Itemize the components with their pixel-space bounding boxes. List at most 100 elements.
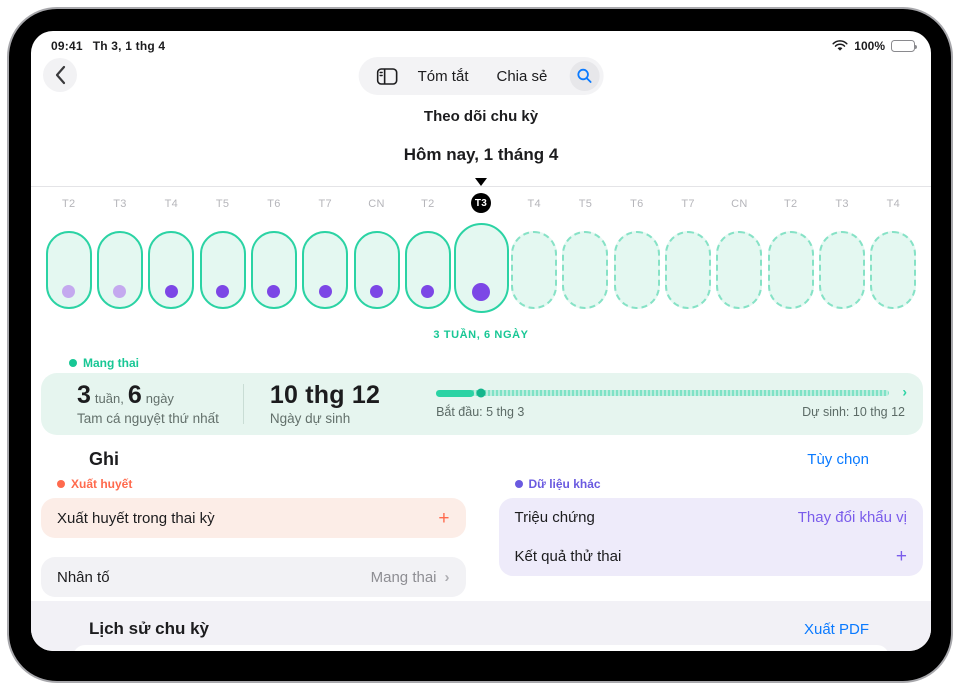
nav-pill: Tóm tắt Chia sẻ — [358, 57, 604, 95]
battery-icon — [891, 40, 917, 52]
day-column: T3 — [816, 193, 867, 321]
factors-row[interactable]: Nhân tố Mang thai › — [41, 557, 466, 597]
add-bleeding-button[interactable]: + — [438, 507, 450, 529]
pregnancy-day-dot-icon — [370, 285, 384, 298]
pregnancy-day-dot-icon — [472, 283, 490, 301]
day-oval[interactable] — [870, 231, 917, 309]
day-label[interactable]: T4 — [886, 198, 901, 210]
cycle-history-card — [73, 645, 889, 651]
bleeding-dot-icon — [57, 480, 65, 488]
calendar-divider — [31, 178, 931, 187]
day-label[interactable]: T2 — [421, 198, 435, 210]
progress-track — [436, 390, 889, 396]
day-column: T3 — [94, 193, 145, 321]
day-label[interactable]: T2 — [61, 198, 76, 210]
day-oval[interactable] — [819, 231, 866, 309]
search-button[interactable] — [569, 61, 600, 91]
day-label[interactable]: CN — [731, 198, 748, 210]
day-label[interactable]: T5 — [578, 198, 593, 210]
day-oval[interactable] — [302, 231, 349, 309]
day-column: CN — [714, 193, 765, 321]
symptoms-row-label: Triệu chứng — [514, 509, 595, 526]
tab-summary[interactable]: Tóm tắt — [417, 67, 469, 85]
day-oval[interactable] — [199, 231, 246, 309]
pregnancy-day-dot-icon — [164, 285, 178, 298]
sidebar-toggle-icon[interactable] — [376, 67, 398, 85]
day-oval[interactable] — [716, 231, 763, 309]
day-label[interactable]: T5 — [215, 198, 230, 210]
day-column: T6 — [611, 193, 662, 321]
day-label[interactable]: T7 — [681, 198, 695, 210]
other-data-column: Dữ liệu khác Triệu chứng Thay đổi khẩu v… — [498, 477, 924, 576]
battery-percent: 100% — [854, 39, 885, 53]
export-pdf-link[interactable]: Xuất PDF — [803, 621, 869, 638]
gestation-block: 3 tuần, 6 ngày Tam cá nguyệt thứ nhất — [41, 380, 219, 426]
pregnancy-summary-card[interactable]: 3 tuần, 6 ngày Tam cá nguyệt thứ nhất 10… — [41, 373, 923, 435]
day-oval[interactable] — [767, 231, 814, 309]
factors-row-label: Nhân tố — [57, 568, 110, 586]
day-label[interactable]: T3 — [835, 198, 849, 210]
day-oval[interactable] — [250, 231, 297, 309]
log-columns: Xuất huyết Xuất huyết trong thai kỳ + Nh… — [41, 477, 923, 597]
day-column: T7 — [300, 193, 351, 321]
pregnancy-day-dot-icon — [318, 285, 332, 298]
day-label[interactable]: T3 — [471, 193, 491, 213]
day-column: T2 — [765, 193, 816, 321]
day-label[interactable]: T4 — [527, 198, 541, 210]
log-heading: Ghi — [89, 449, 119, 469]
day-column: T2 — [43, 193, 94, 321]
day-label[interactable]: T6 — [630, 198, 644, 210]
day-oval[interactable] — [613, 231, 660, 309]
cycle-history-section: Lịch sử chu kỳ Xuất PDF — [31, 601, 931, 651]
bleeding-section-text: Xuất huyết — [71, 477, 133, 491]
day-label[interactable]: CN — [368, 198, 385, 210]
days-unit: ngày — [145, 390, 174, 406]
day-label[interactable]: T4 — [164, 198, 178, 210]
pregnancy-test-row[interactable]: Kết quả thử thai + — [499, 537, 924, 576]
day-oval[interactable] — [404, 231, 451, 309]
pregnancy-progress[interactable]: › Bắt đầu: 5 thg 3 Dự sinh: 10 thg 12 — [380, 384, 923, 419]
day-column: T5 — [197, 193, 248, 321]
day-label[interactable]: T2 — [784, 198, 798, 210]
back-button[interactable] — [43, 58, 77, 92]
day-label[interactable]: T3 — [113, 198, 127, 210]
day-oval[interactable] — [562, 231, 609, 309]
day-column: T4 — [509, 193, 560, 321]
cycle-history-heading: Lịch sử chu kỳ — [89, 619, 210, 638]
day-strip: T2 T3 T4 T5 T6 T7 CN T2 T3 T4 T5 T6 T7 CN T2 T3 T4 — [43, 193, 919, 321]
symptoms-value: Thay đổi khẩu vị — [797, 509, 907, 526]
chevron-right-icon: › — [902, 383, 907, 400]
caption-row: 3 TUẦN, 6 NGÀY — [31, 325, 931, 343]
day-column: T7 — [662, 193, 713, 321]
chevron-right-icon: › — [444, 568, 450, 586]
bleeding-row[interactable]: Xuất huyết trong thai kỳ + — [41, 498, 466, 538]
wifi-icon — [832, 40, 848, 52]
day-oval[interactable] — [353, 231, 400, 309]
day-oval[interactable] — [148, 231, 195, 309]
day-label[interactable]: T7 — [318, 198, 332, 210]
day-column: T3 — [453, 193, 509, 321]
add-test-result-button[interactable]: + — [895, 546, 907, 567]
due-date-label: Ngày dự sinh — [269, 410, 351, 426]
options-link[interactable]: Tùy chọn — [807, 451, 869, 468]
factors-value: Mang thai — [370, 568, 437, 586]
symptoms-row[interactable]: Triệu chứng Thay đổi khẩu vị — [499, 498, 924, 537]
bleeding-column: Xuất huyết Xuất huyết trong thai kỳ + Nh… — [41, 477, 466, 597]
day-oval[interactable] — [96, 231, 143, 309]
weeks-unit: tuần, — [94, 390, 124, 406]
day-oval[interactable] — [453, 223, 509, 313]
chevron-left-icon — [55, 65, 66, 85]
today-header: Hôm nay, 1 tháng 4 — [403, 145, 559, 164]
day-oval[interactable] — [511, 231, 558, 309]
page-title: Theo dõi chu kỳ — [423, 108, 539, 125]
progress-marker — [476, 388, 486, 398]
day-oval[interactable] — [665, 231, 712, 309]
day-column: T6 — [248, 193, 299, 321]
day-label[interactable]: T6 — [267, 198, 281, 210]
pregnancy-legend-dot-icon — [69, 359, 77, 367]
weeks-value: 3 — [77, 380, 91, 409]
day-oval[interactable] — [45, 231, 92, 309]
device-bezel: 09:41 Th 3, 1 thg 4 100% — [7, 7, 953, 683]
bleeding-row-label: Xuất huyết trong thai kỳ — [57, 509, 215, 527]
tab-share[interactable]: Chia sẻ — [496, 67, 548, 85]
